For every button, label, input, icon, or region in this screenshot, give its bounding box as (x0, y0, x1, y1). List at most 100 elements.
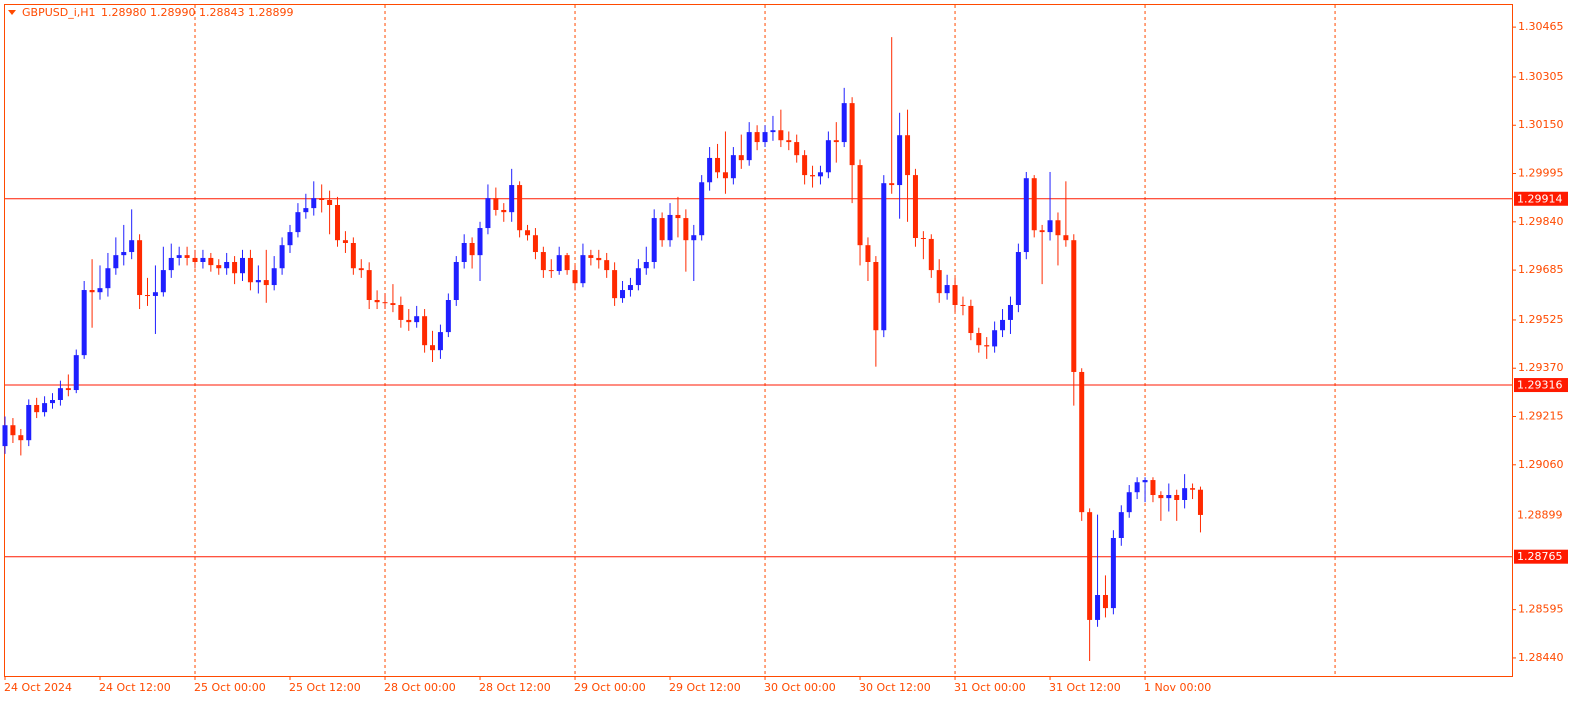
candle-body (770, 130, 776, 133)
x-tick-label: 28 Oct 12:00 (479, 681, 551, 694)
candle-body (825, 140, 831, 173)
candle-body (477, 228, 483, 256)
candle-body (73, 355, 79, 391)
candle-body (691, 235, 697, 241)
x-tick-label: 28 Oct 00:00 (384, 681, 456, 694)
candle-body (469, 242, 475, 256)
candle-body (1039, 230, 1045, 233)
current-price-tag (1514, 507, 1568, 522)
candle-body (651, 218, 657, 262)
candle-body (1182, 488, 1188, 500)
x-tick-label: 24 Oct 2024 (4, 681, 72, 694)
candle-body (683, 218, 689, 241)
candle-body (1047, 220, 1053, 233)
candle-body (794, 142, 800, 156)
x-tick-label: 29 Oct 00:00 (574, 681, 646, 694)
candle-body (738, 155, 744, 161)
x-tick-label: 30 Oct 00:00 (764, 681, 836, 694)
candle-body (936, 270, 942, 294)
candle-body (548, 270, 554, 272)
candle-body (247, 257, 253, 283)
candle-body (1031, 178, 1037, 231)
candle-body (1190, 488, 1196, 490)
candle-body (1110, 537, 1116, 609)
candle-body (303, 208, 309, 213)
candle-body (398, 304, 404, 320)
candle-body (42, 403, 48, 413)
candle-body (271, 268, 277, 286)
candle-body (1150, 480, 1156, 496)
candle-body (1158, 495, 1164, 499)
candle-body (1102, 595, 1108, 609)
candle-body (57, 388, 63, 400)
candle-body (944, 285, 950, 294)
candle-body (912, 175, 918, 239)
candle-body (232, 261, 238, 274)
header-value: 1.28843 (199, 6, 245, 19)
candle-body (1095, 595, 1101, 620)
candle-body (833, 140, 839, 143)
candle-body (1166, 495, 1172, 499)
x-tick-label: 24 Oct 12:00 (99, 681, 171, 694)
candle-body (430, 345, 436, 351)
candle-body (121, 252, 127, 256)
candle-body (849, 103, 855, 166)
x-tick-label: 31 Oct 00:00 (954, 681, 1026, 694)
candle-body (350, 242, 356, 269)
candle-body (366, 270, 372, 301)
candle-body (501, 209, 507, 213)
header-value: 1.28899 (248, 6, 294, 19)
candle-body (572, 270, 578, 284)
y-tick-label: 1.29685 (1518, 263, 1564, 276)
candle-body (335, 204, 341, 241)
x-tick-label: 31 Oct 12:00 (1049, 681, 1121, 694)
candle-body (10, 425, 16, 436)
candle-body (1071, 240, 1077, 372)
candle-body (754, 132, 760, 143)
candle-body (89, 290, 95, 293)
candle-body (1134, 482, 1140, 493)
candle-body (1000, 319, 1006, 331)
candle-body (1007, 304, 1013, 320)
candle-body (897, 135, 903, 186)
y-tick-label: 1.30305 (1518, 70, 1564, 83)
candle-body (952, 285, 958, 305)
header-value: 1.28990 (150, 6, 196, 19)
x-tick-label: 1 Nov 00:00 (1144, 681, 1211, 694)
candle-body (263, 280, 269, 286)
candle-body (802, 155, 808, 176)
price-line-tag (1514, 378, 1568, 393)
candle-body (715, 157, 721, 173)
candle-body (1197, 489, 1203, 515)
candle-body (620, 290, 626, 299)
candle-body (295, 212, 301, 233)
candle-body (327, 200, 333, 205)
candle-body (105, 268, 111, 289)
current-price-label: 1.28899 (1517, 508, 1563, 521)
candle-body (184, 255, 190, 258)
price-line-label: 1.29914 (1517, 192, 1563, 205)
candle-body (1174, 495, 1180, 500)
candle-body (707, 157, 713, 183)
candle-body (453, 261, 459, 301)
candle-body (675, 214, 681, 219)
price-line-label: 1.29316 (1517, 379, 1563, 392)
candle-body (145, 295, 151, 297)
x-tick-label: 30 Oct 12:00 (859, 681, 931, 694)
candle-body (437, 332, 443, 351)
candle-body (2, 425, 8, 447)
candle-body (1118, 512, 1124, 538)
candle-body (81, 290, 87, 356)
candle-body (1063, 235, 1069, 241)
candle-body (564, 255, 570, 271)
candle-body (556, 255, 562, 272)
price-line-label: 1.28765 (1517, 550, 1563, 563)
candle-body (65, 388, 71, 391)
candle-body (905, 135, 911, 176)
candle-body (635, 268, 641, 286)
candle-body (1015, 252, 1021, 305)
candle-body (382, 302, 388, 304)
y-tick-label: 1.28595 (1518, 603, 1564, 616)
candle-body (240, 257, 246, 274)
